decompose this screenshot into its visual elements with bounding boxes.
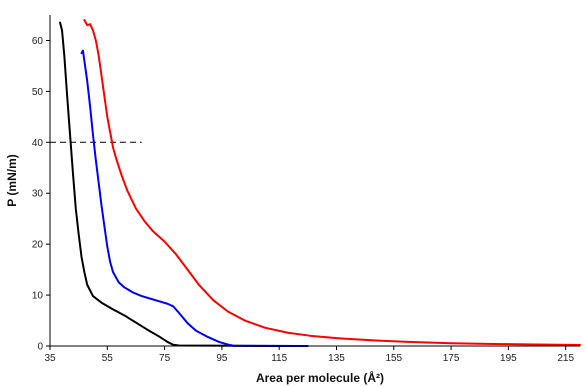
y-tick-label: 0 bbox=[37, 342, 43, 353]
plot-area bbox=[50, 19, 581, 347]
x-tick-label: 195 bbox=[500, 353, 517, 364]
y-tick-label: 10 bbox=[32, 291, 44, 302]
y-tick-label: 60 bbox=[32, 36, 44, 47]
x-tick-label: 135 bbox=[328, 353, 345, 364]
y-tick-label: 50 bbox=[32, 87, 44, 98]
axes: 0 10 20 30 40 50 60 35 55 75 95 115 135 155 175 195 215 bbox=[32, 15, 580, 364]
x-tick-label: 175 bbox=[443, 353, 460, 364]
x-tick-label: 215 bbox=[557, 353, 574, 364]
x-tick-label: 55 bbox=[102, 353, 114, 364]
y-tick-label: 30 bbox=[32, 189, 44, 200]
x-axis-label: Area per molecule (Å²) bbox=[256, 370, 384, 385]
x-tick-label: 115 bbox=[271, 353, 287, 364]
y-tick-label: 40 bbox=[32, 138, 44, 149]
x-tick-label: 75 bbox=[159, 353, 171, 364]
y-axis-label: P (mN/m) bbox=[5, 154, 19, 206]
x-tick-label: 95 bbox=[216, 353, 228, 364]
x-tick-label: 155 bbox=[385, 353, 402, 364]
series-line-3 bbox=[83, 19, 581, 346]
y-tick-label: 20 bbox=[32, 240, 44, 251]
series-line-1 bbox=[59, 21, 295, 347]
series-line-2 bbox=[80, 49, 309, 347]
x-tick-label: 35 bbox=[44, 353, 56, 364]
